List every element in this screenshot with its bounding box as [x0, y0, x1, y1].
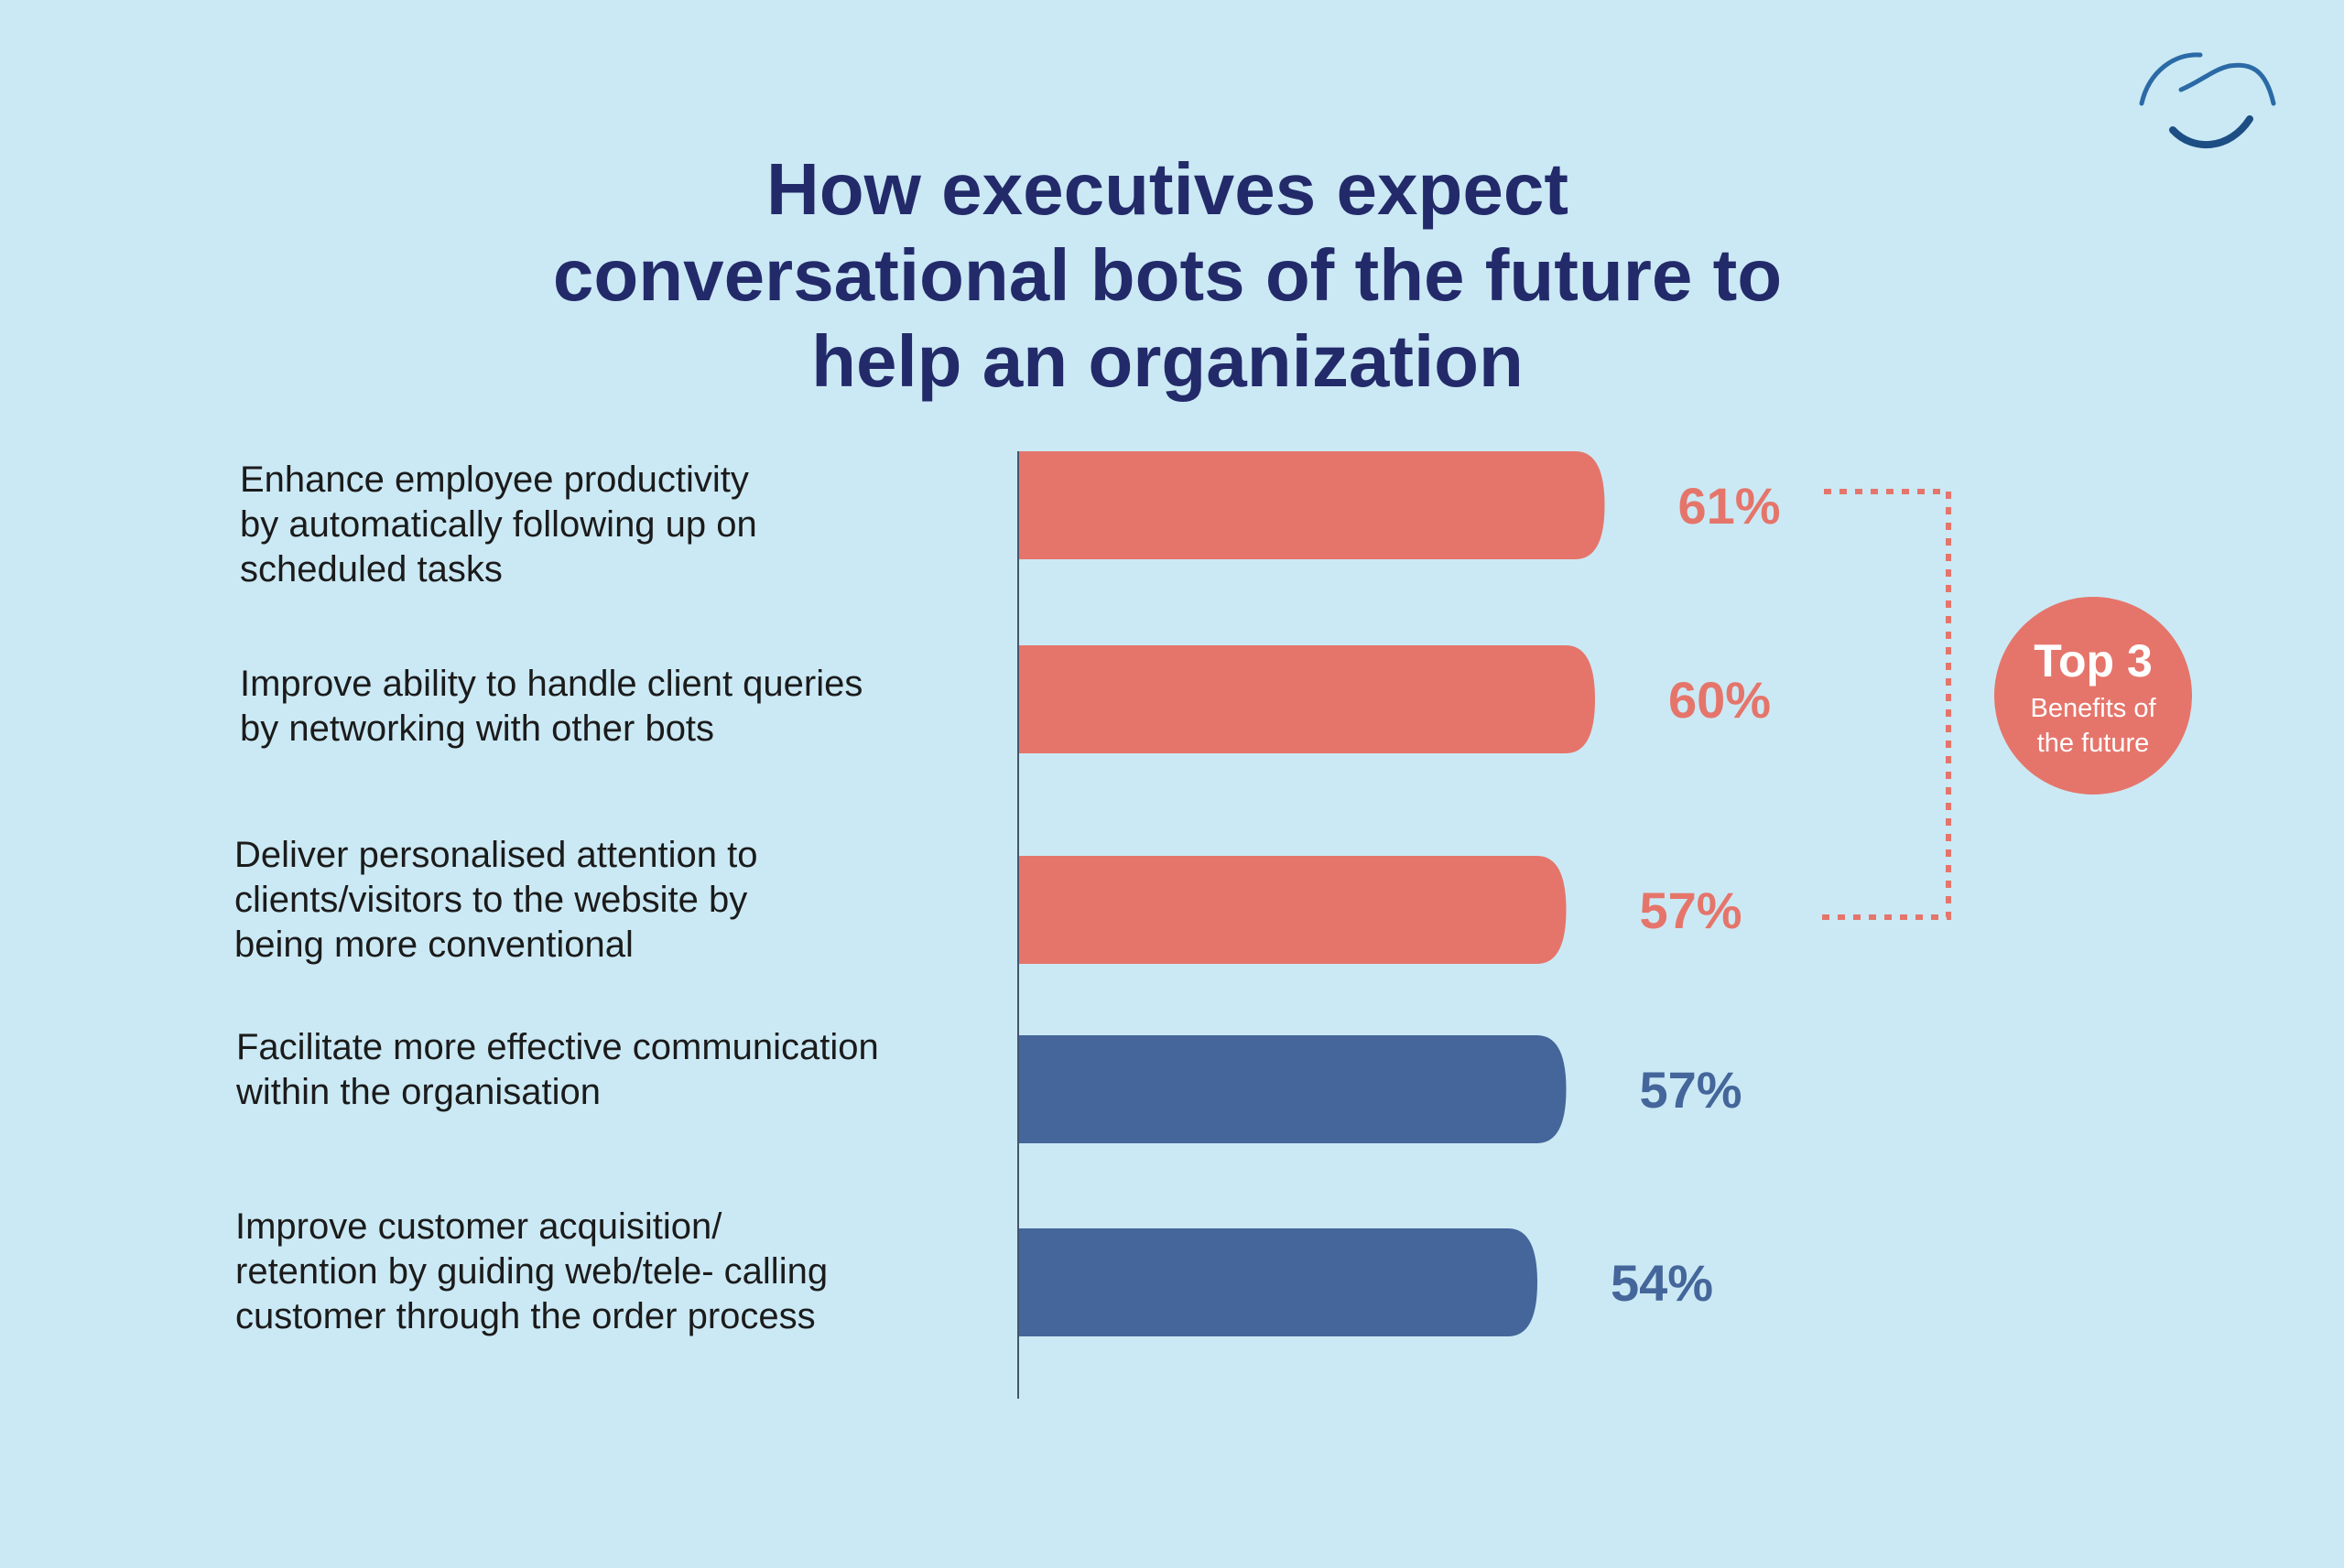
- category-label-line: Enhance employee productivity: [240, 460, 749, 500]
- category-label-line: by automatically following up on: [240, 504, 757, 545]
- category-label-line: scheduled tasks: [240, 549, 503, 589]
- category-label-line: retention by guiding web/tele- calling: [235, 1251, 829, 1292]
- top3-badge-subtitle-line: the future: [2036, 729, 2150, 758]
- category-label-line: by networking with other bots: [240, 708, 715, 749]
- category-label-line: Improve customer acquisition/: [235, 1206, 722, 1247]
- top3-badge-subtitle-line: Benefits of: [2030, 694, 2156, 723]
- top3-badge-title: Top 3: [2034, 635, 2153, 687]
- category-label: Improve customer acquisition/retention b…: [235, 1205, 959, 1339]
- bar-value-label: 60%: [1668, 671, 1771, 729]
- category-label: Enhance employee productivity by automati…: [240, 458, 963, 592]
- category-label: Facilitate more effective communication w…: [236, 1025, 960, 1115]
- category-label-line: customer through the order process: [235, 1296, 816, 1336]
- category-label-line: Facilitate more effective communication: [236, 1027, 879, 1067]
- top3-badge: Top 3 Benefits of the future: [1994, 597, 2192, 795]
- bar-value-label: 57%: [1640, 1061, 1742, 1119]
- category-label-line: Deliver personalised attention to: [234, 835, 758, 875]
- chart-title-text: How executives expect conversational bot…: [552, 148, 1783, 402]
- category-label: Deliver personalised attention to clients…: [234, 833, 958, 968]
- category-label-line: clients/visitors to the website by: [234, 880, 748, 920]
- bar-value-label: 61%: [1678, 477, 1781, 535]
- bar: [1019, 451, 1605, 559]
- bar: [1019, 645, 1595, 753]
- bar: [1019, 1035, 1567, 1143]
- bar: [1019, 856, 1567, 964]
- top3-badge-subtitle: Benefits of the future: [1994, 691, 2192, 761]
- bar-value-label: 54%: [1611, 1254, 1713, 1312]
- top3-bracket: [1815, 489, 1951, 920]
- bar-value-label: 57%: [1640, 881, 1742, 939]
- bar: [1019, 1228, 1537, 1336]
- category-label: Improve ability to handle client queries…: [240, 662, 963, 752]
- chart-title: How executives expect conversational bot…: [0, 146, 2280, 405]
- category-label-line: within the organisation: [236, 1072, 602, 1112]
- category-label-line: Improve ability to handle client queries: [240, 664, 863, 704]
- wave-circle-logo-icon: [2139, 52, 2276, 149]
- category-label-line: being more conventional: [234, 925, 634, 965]
